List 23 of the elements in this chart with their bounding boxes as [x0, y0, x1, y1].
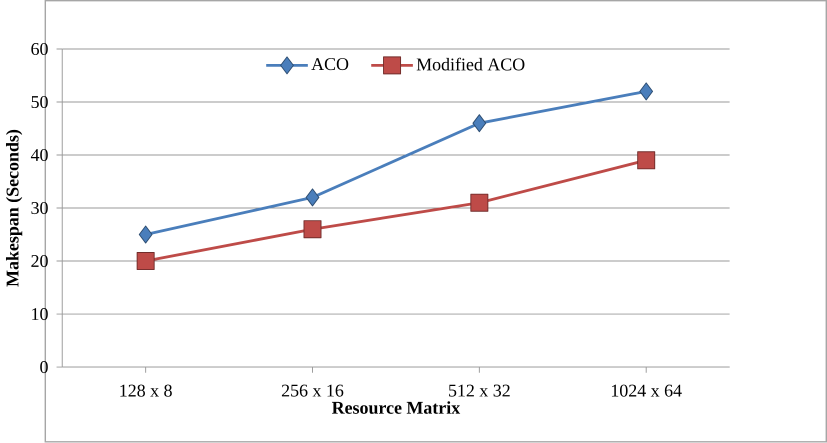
- legend-label: Modified ACO: [416, 58, 524, 71]
- point: [637, 152, 656, 170]
- x-tick-label: 128 x 8: [120, 384, 172, 397]
- point: [306, 188, 320, 207]
- y-tick-label: 10: [32, 308, 48, 320]
- point: [136, 252, 155, 270]
- point: [138, 226, 153, 244]
- y-tick-label: 60: [31, 43, 48, 56]
- legend-label: ACO: [311, 58, 348, 70]
- x-axis-title: Resource Matrix: [332, 401, 460, 414]
- y-tick-label: 40: [30, 149, 48, 162]
- x-tick-label: 512 x 32: [449, 384, 510, 397]
- x-tick-label: 256 x 16: [282, 384, 344, 397]
- y-tick-label: 0: [40, 361, 48, 374]
- point: [639, 82, 654, 101]
- x-tick-label: 1024 x 64: [612, 384, 682, 397]
- y-tick-label: 50: [32, 96, 48, 108]
- y-tick-label: 20: [31, 255, 48, 268]
- point: [304, 220, 322, 238]
- y-tick-label: 30: [31, 202, 48, 214]
- point: [472, 114, 486, 132]
- y-axis-title: Makespan (Seconds): [6, 130, 22, 287]
- point: [470, 194, 488, 212]
